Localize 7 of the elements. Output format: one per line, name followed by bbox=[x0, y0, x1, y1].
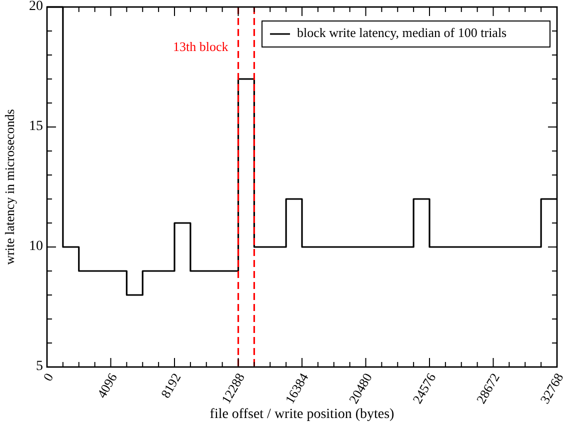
y-tick-label: 20 bbox=[29, 0, 43, 14]
legend-label: block write latency, median of 100 trials bbox=[297, 24, 507, 40]
ref-line-label: 13th block bbox=[173, 39, 229, 54]
y-tick-label: 15 bbox=[29, 119, 43, 134]
y-axis-title: write latency in microseconds bbox=[2, 109, 17, 265]
y-tick-label: 10 bbox=[29, 239, 43, 254]
x-axis-title: file offset / write position (bytes) bbox=[210, 407, 395, 422]
